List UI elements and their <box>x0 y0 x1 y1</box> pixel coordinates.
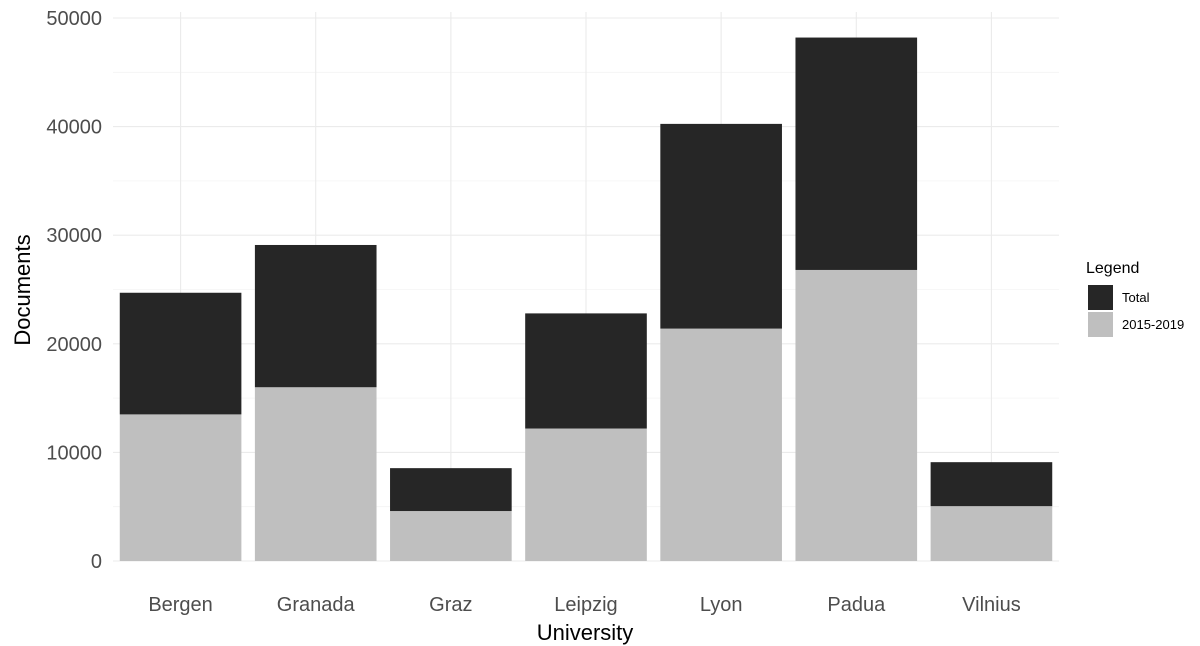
y-tick-label: 40000 <box>46 117 102 139</box>
y-tick-label: 0 <box>91 551 102 573</box>
x-tick-label: Graz <box>429 594 472 616</box>
bar-bergen-total <box>119 292 242 415</box>
y-tick-labels: 0 10000 20000 30000 40000 50000 <box>46 8 102 573</box>
legend-label: 2015-2019 <box>1122 317 1184 332</box>
bar-vilnius-2015-2019 <box>930 506 1053 561</box>
y-tick-label: 20000 <box>46 334 102 356</box>
y-tick-label: 10000 <box>46 442 102 464</box>
x-axis-title: University <box>537 620 634 645</box>
bar-lyon-total <box>660 123 782 329</box>
legend-label: Total <box>1122 290 1150 305</box>
y-tick-label: 50000 <box>46 8 102 30</box>
bar-graz-total <box>390 468 512 512</box>
x-tick-label: Vilnius <box>962 594 1021 616</box>
y-tick-label: 30000 <box>46 225 102 247</box>
bars <box>119 37 1053 561</box>
bar-padua-2015-2019 <box>795 269 918 561</box>
bar-granada-2015-2019 <box>254 387 377 561</box>
bar-graz-2015-2019 <box>390 511 512 561</box>
bar-vilnius-total <box>930 462 1053 507</box>
bar-padua-total <box>795 37 918 270</box>
legend-title: Legend <box>1086 260 1139 277</box>
bar-granada-total <box>254 244 377 388</box>
legend: Legend Total 2015-2019 <box>1086 260 1184 337</box>
legend-items: Total 2015-2019 <box>1088 285 1184 337</box>
bar-bergen-2015-2019 <box>119 414 242 561</box>
x-tick-label: Padua <box>827 594 886 616</box>
legend-swatch <box>1088 285 1113 310</box>
bar-lyon-2015-2019 <box>660 328 782 561</box>
x-tick-label: Leipzig <box>554 594 617 616</box>
y-axis-title: Documents <box>10 234 35 345</box>
x-tick-labels: Bergen Granada Graz Leipzig Lyon Padua Vilnius <box>148 594 1020 616</box>
legend-swatch <box>1088 312 1113 337</box>
bar-leipzig-total <box>525 313 647 429</box>
x-tick-label: Lyon <box>700 594 743 616</box>
x-tick-label: Bergen <box>148 594 213 616</box>
bar-leipzig-2015-2019 <box>525 428 647 561</box>
x-tick-label: Granada <box>277 594 356 616</box>
